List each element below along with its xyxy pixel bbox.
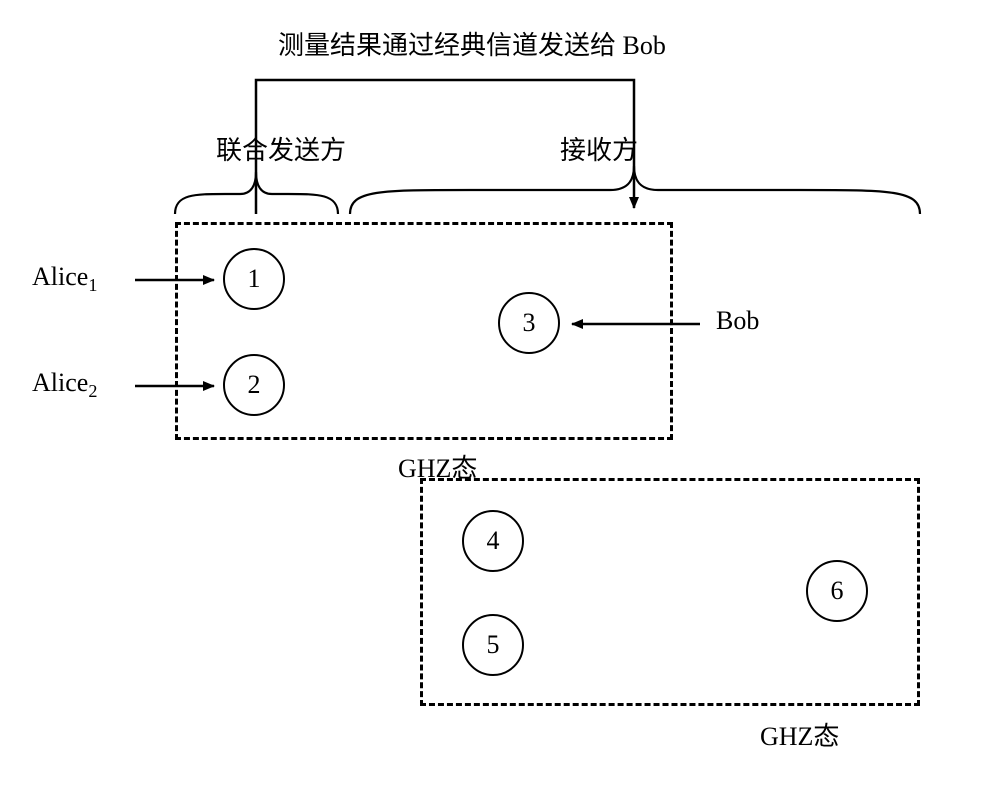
sender-label: 联合发送方	[216, 130, 346, 167]
receiver-label: 接收方	[560, 130, 638, 167]
node-3-label: 3	[523, 308, 536, 338]
alice2-label: Alice2	[32, 368, 97, 402]
node-6: 6	[806, 560, 868, 622]
node-3: 3	[498, 292, 560, 354]
ghz-label-1: GHZ态	[398, 448, 477, 485]
sender-brace	[175, 172, 338, 214]
ghz-label-2: GHZ态	[760, 716, 839, 753]
node-2-label: 2	[248, 370, 261, 400]
node-2: 2	[223, 354, 285, 416]
node-6-label: 6	[831, 576, 844, 606]
node-5: 5	[462, 614, 524, 676]
node-5-label: 5	[487, 630, 500, 660]
receiver-brace	[350, 166, 920, 214]
node-4: 4	[462, 510, 524, 572]
alice1-label: Alice1	[32, 262, 97, 296]
node-1-label: 1	[248, 264, 261, 294]
bob-label: Bob	[716, 306, 759, 336]
node-4-label: 4	[487, 526, 500, 556]
node-1: 1	[223, 248, 285, 310]
diagram-title: 测量结果通过经典信道发送给 Bob	[278, 25, 666, 62]
